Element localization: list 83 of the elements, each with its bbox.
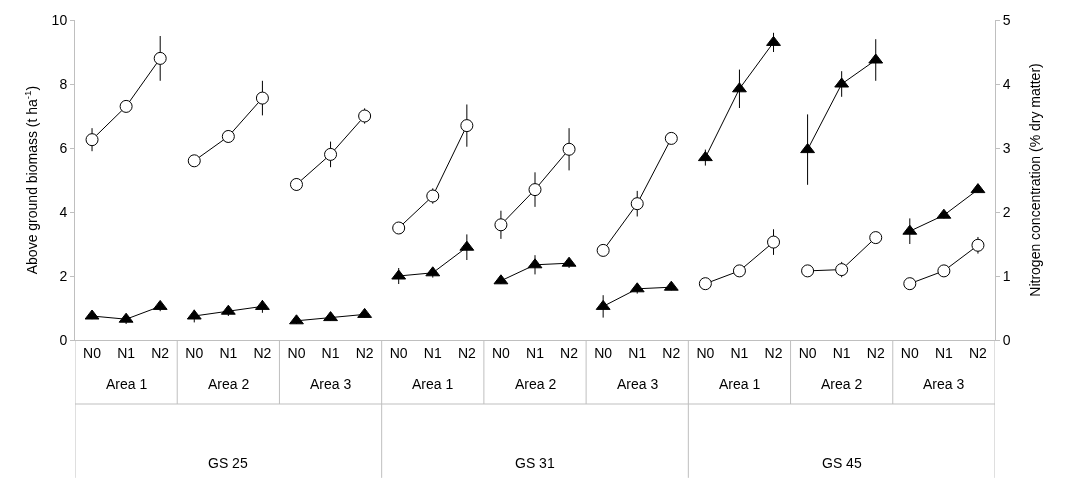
x-tick-label: N0 — [900, 344, 919, 361]
point — [187, 154, 201, 168]
text: Area 3 — [923, 376, 965, 392]
x-tick-label: N0 — [185, 344, 204, 361]
x-tick-label: N2 — [151, 344, 170, 361]
text: GS 45 — [822, 455, 862, 471]
y2-tick-label: 3 — [1002, 139, 1011, 156]
y-tick-label: 0 — [59, 331, 68, 348]
point — [732, 82, 747, 93]
point — [869, 231, 883, 245]
x-tick-label: N1 — [423, 344, 442, 361]
x-tick-label: N1 — [219, 344, 238, 361]
point — [528, 183, 542, 197]
x-tick-label: N2 — [457, 344, 477, 361]
point — [801, 264, 815, 278]
point — [426, 189, 440, 203]
y-tick-label: 6 — [59, 139, 68, 156]
y2-tick-label: 5 — [1002, 11, 1011, 28]
x-tick-label: N0 — [696, 344, 715, 361]
x-tick-label: N1 — [117, 344, 136, 361]
x-tick-label: N0 — [594, 344, 613, 361]
point — [153, 51, 167, 65]
x-tick-label: N1 — [832, 344, 851, 361]
x-tick-label: N2 — [355, 344, 374, 361]
y-tick-label: 8 — [59, 75, 68, 92]
point — [630, 197, 644, 211]
point — [392, 221, 406, 235]
y-tick-label: 2 — [59, 267, 68, 284]
x-tick-label: N1 — [934, 344, 954, 361]
text: Area 2 — [515, 376, 557, 392]
x-tick-label: N1 — [526, 344, 545, 361]
text: GS 31 — [515, 455, 555, 471]
x-tick-label: N1 — [628, 344, 647, 361]
x-tick-label: N2 — [866, 344, 885, 361]
text: GS 25 — [208, 455, 248, 471]
x-tick-label: N0 — [83, 344, 102, 361]
text: Area 3 — [310, 376, 352, 392]
point — [767, 235, 781, 249]
x-tick-label: N1 — [321, 344, 340, 361]
point — [289, 177, 303, 191]
x-tick-label: N2 — [560, 344, 579, 361]
point — [732, 264, 746, 278]
point — [835, 263, 849, 277]
point — [971, 238, 985, 252]
x-tick-label: N2 — [969, 344, 988, 361]
x-tick-label: N2 — [253, 344, 272, 361]
y2-axis-title: Nitrogen concentration (% dry matter) — [1027, 63, 1043, 297]
point — [358, 109, 372, 123]
y2-tick-label: 2 — [1002, 203, 1011, 220]
y2-tick-label: 4 — [1002, 75, 1011, 92]
x-tick-label: N0 — [798, 344, 817, 361]
point — [494, 218, 508, 232]
y-tick-label: 10 — [51, 11, 68, 28]
point — [460, 119, 474, 133]
point — [766, 35, 781, 46]
point — [221, 129, 235, 143]
y-tick-label: 4 — [59, 203, 68, 220]
x-tick-label: N0 — [287, 344, 306, 361]
x-tick-label: N0 — [491, 344, 511, 361]
point — [664, 131, 678, 145]
text: Area 1 — [719, 376, 761, 392]
text: Area 2 — [821, 376, 863, 392]
point — [324, 147, 338, 161]
point — [289, 314, 304, 325]
text: Area 1 — [106, 376, 148, 392]
point — [562, 142, 576, 156]
point — [698, 277, 712, 291]
y2-tick-label: 0 — [1002, 331, 1011, 348]
x-tick-label: N2 — [764, 344, 783, 361]
x-tick-label: N2 — [662, 344, 681, 361]
point — [903, 277, 917, 291]
text: Area 1 — [412, 376, 454, 392]
point — [937, 264, 951, 278]
point — [596, 243, 610, 257]
x-tick-label: N1 — [730, 344, 749, 361]
x-tick-label: N0 — [389, 344, 408, 361]
text: Area 2 — [208, 376, 250, 392]
text: Area 3 — [617, 376, 659, 392]
point — [323, 311, 338, 322]
point — [255, 91, 269, 105]
y2-tick-label: 1 — [1002, 267, 1011, 284]
point — [85, 133, 99, 147]
point — [119, 99, 133, 113]
